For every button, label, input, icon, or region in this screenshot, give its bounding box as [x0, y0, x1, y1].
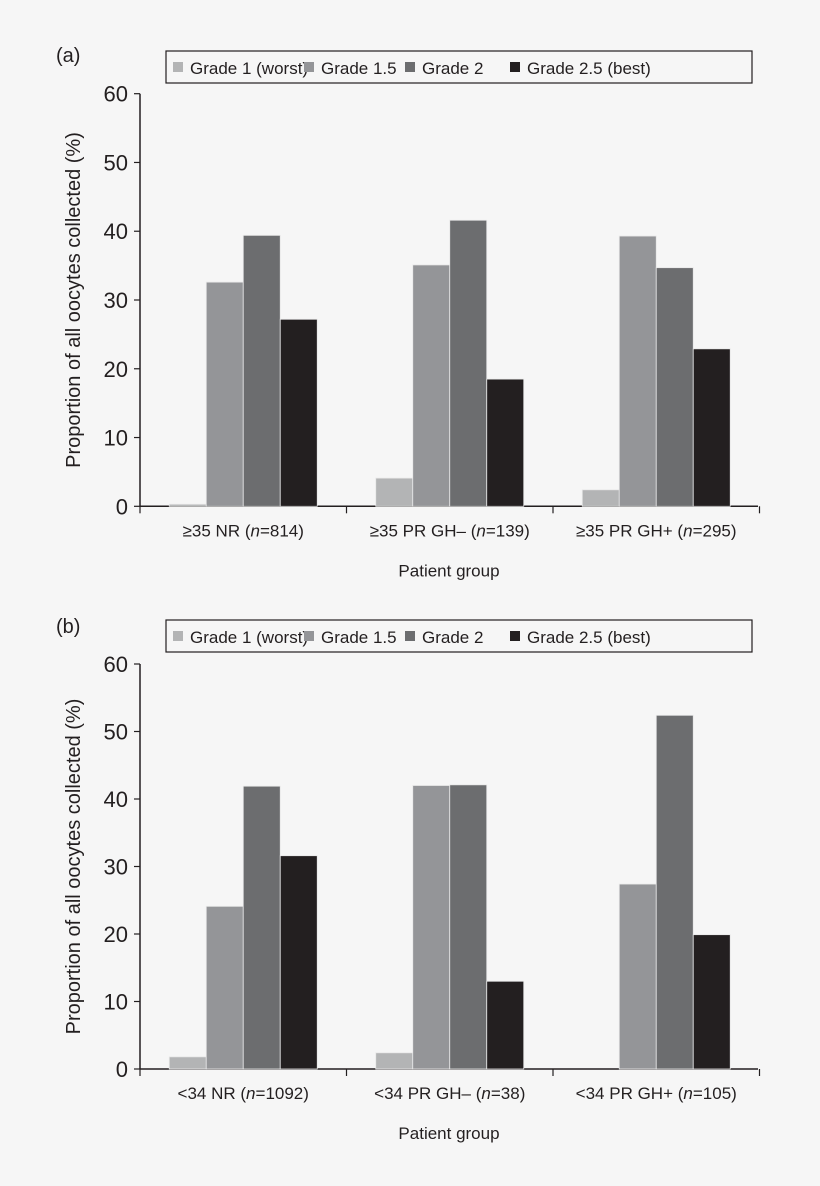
legend-label: Grade 1 (worst) [190, 628, 308, 647]
bar [618, 883, 657, 1070]
y-axis-title: Proportion of all oocytes collected (%) [63, 132, 85, 468]
bar [692, 348, 731, 507]
legend-label: Grade 2 [422, 59, 483, 78]
legend-swatch [510, 631, 520, 641]
legend-label: Grade 1.5 [321, 59, 397, 78]
y-tick-label: 50 [104, 720, 128, 745]
legend-swatch [510, 62, 520, 72]
bar [618, 235, 657, 507]
y-tick-label: 50 [104, 150, 128, 175]
x-tick-label: <34 PR GH– (n=38) [374, 1084, 525, 1103]
legend-item: Grade 1 (worst) [173, 59, 308, 78]
legend: Grade 1 (worst) Grade 1.5 Grade 2 Grade 2.5… [165, 50, 753, 84]
legend-label: Grade 1 (worst) [190, 59, 308, 78]
legend-item: Grade 2 [405, 628, 483, 647]
y-tick-label: 60 [104, 652, 128, 677]
y-tick-label: 60 [104, 82, 128, 107]
y-tick-label: 0 [116, 1057, 128, 1082]
bar [242, 234, 281, 507]
bar [449, 219, 488, 507]
legend-box [165, 619, 753, 653]
bar [655, 267, 694, 507]
x-tick-label: <34 NR (n=1092) [178, 1084, 309, 1103]
panel-label: (b) [56, 616, 80, 638]
y-tick-label: 10 [104, 426, 128, 451]
bar [486, 980, 525, 1070]
x-axis-title: Patient group [398, 1124, 499, 1143]
bar [205, 281, 244, 507]
legend-item: Grade 1.5 [304, 628, 397, 647]
legend-label: Grade 2.5 (best) [527, 628, 651, 647]
bar [168, 503, 207, 507]
legend-swatch [173, 631, 183, 641]
bar [375, 477, 414, 507]
legend-swatch [173, 62, 183, 72]
bar [449, 784, 488, 1070]
x-tick-label: ≥35 PR GH+ (n=295) [576, 521, 737, 540]
bar [581, 489, 620, 507]
bar [279, 855, 318, 1070]
legend-label: Grade 2.5 (best) [527, 59, 651, 78]
x-tick-label: ≥35 PR GH– (n=139) [370, 521, 530, 540]
chart-panel-a: (a)Grade 1 (worst) Grade 1.5 Grade 2 Grade … [56, 45, 761, 580]
bar [375, 1052, 414, 1070]
y-tick-label: 10 [104, 990, 128, 1015]
bar [205, 905, 244, 1070]
y-tick-label: 0 [116, 494, 128, 519]
bar [168, 1056, 207, 1070]
bar [692, 934, 731, 1070]
x-tick-label: <34 PR GH+ (n=105) [576, 1084, 737, 1103]
bar [655, 714, 694, 1070]
y-tick-label: 30 [104, 288, 128, 313]
legend-item: Grade 2 [405, 59, 483, 78]
y-tick-label: 40 [104, 219, 128, 244]
bar [486, 378, 525, 507]
x-tick-label: ≥35 NR (n=814) [183, 521, 304, 540]
bar [412, 785, 451, 1070]
legend-label: Grade 1.5 [321, 628, 397, 647]
chart-panel-b: (b) Grade 1 (worst) Grade 1.5 Grade 2 Grade … [56, 616, 761, 1143]
legend-swatch [405, 62, 415, 72]
bar [242, 785, 281, 1070]
legend-label: Grade 2 [422, 628, 483, 647]
legend-swatch [405, 631, 415, 641]
y-tick-label: 20 [104, 357, 128, 382]
y-tick-label: 20 [104, 922, 128, 947]
legend-swatch [304, 631, 314, 641]
y-tick-label: 40 [104, 787, 128, 812]
bar [279, 318, 318, 507]
x-axis-title: Patient group [398, 561, 499, 580]
legend-item: Grade 2.5 (best) [510, 59, 651, 78]
legend-item: Grade 2.5 (best) [510, 628, 651, 647]
y-tick-label: 30 [104, 855, 128, 880]
legend-swatch [304, 62, 314, 72]
legend-item: Grade 1.5 [304, 59, 397, 78]
y-axis-title: Proportion of all oocytes collected (%) [63, 699, 85, 1035]
legend-item: Grade 1 (worst) [173, 628, 308, 647]
legend-box [165, 50, 753, 84]
panel-label: (a) [56, 45, 80, 67]
bar [412, 264, 451, 507]
legend: Grade 1 (worst) Grade 1.5 Grade 2 Grade 2.5… [165, 619, 753, 653]
